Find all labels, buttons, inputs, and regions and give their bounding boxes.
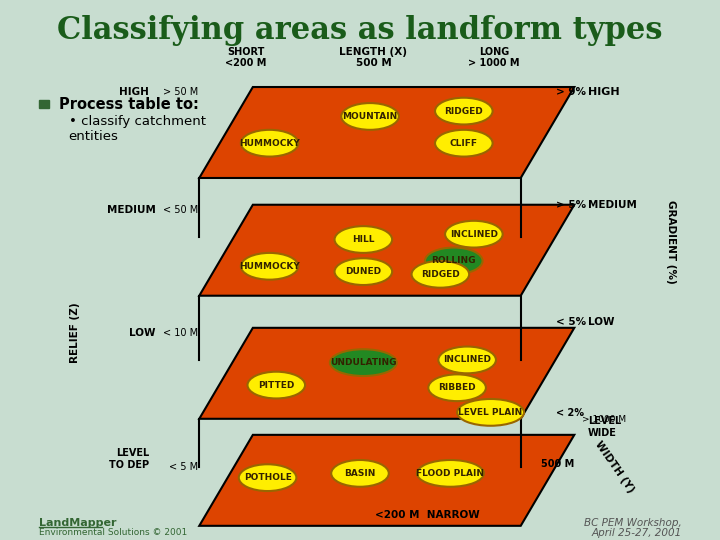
Ellipse shape <box>435 130 492 157</box>
Polygon shape <box>199 205 575 296</box>
Ellipse shape <box>335 258 392 285</box>
Text: RELIEF (Z): RELIEF (Z) <box>71 303 81 363</box>
Text: < 5 M: < 5 M <box>168 462 198 472</box>
Ellipse shape <box>330 349 397 376</box>
Text: > 50 M: > 50 M <box>163 87 198 97</box>
Bar <box>39 100 49 109</box>
Text: < 5%: < 5% <box>556 318 585 327</box>
Ellipse shape <box>457 399 524 426</box>
Text: RIBBED: RIBBED <box>438 383 476 392</box>
Ellipse shape <box>341 103 399 130</box>
Text: MEDIUM: MEDIUM <box>588 200 636 210</box>
Text: LONG
> 1000 M: LONG > 1000 M <box>468 47 520 69</box>
Text: LENGTH (X)
500 M: LENGTH (X) 500 M <box>339 47 408 69</box>
Text: CLIFF: CLIFF <box>450 139 478 148</box>
Ellipse shape <box>425 247 482 274</box>
Text: INCLINED: INCLINED <box>450 230 498 239</box>
Text: < 50 M: < 50 M <box>163 205 198 215</box>
Text: April 25-27, 2001: April 25-27, 2001 <box>591 528 681 538</box>
Ellipse shape <box>428 374 486 401</box>
Ellipse shape <box>240 253 298 280</box>
Ellipse shape <box>417 460 484 487</box>
Text: ROLLING: ROLLING <box>431 256 476 266</box>
Text: HIGH: HIGH <box>120 87 149 97</box>
Text: SHORT
<200 M: SHORT <200 M <box>225 47 267 69</box>
Polygon shape <box>199 328 575 419</box>
Text: PITTED: PITTED <box>258 381 294 389</box>
Text: MOUNTAIN: MOUNTAIN <box>343 112 397 121</box>
Text: Environmental Solutions © 2001: Environmental Solutions © 2001 <box>39 528 186 537</box>
Text: POTHOLE: POTHOLE <box>243 473 292 482</box>
Polygon shape <box>199 435 575 526</box>
Text: HIGH: HIGH <box>588 87 619 97</box>
Text: HUMMOCKY: HUMMOCKY <box>239 139 300 148</box>
Text: 500 M: 500 M <box>541 460 574 469</box>
Text: > 9%: > 9% <box>556 87 585 97</box>
Text: LOW: LOW <box>129 328 156 338</box>
Text: Classifying areas as landform types: Classifying areas as landform types <box>58 15 662 46</box>
Text: UNDULATING: UNDULATING <box>330 358 397 367</box>
Text: HILL: HILL <box>352 235 374 244</box>
Ellipse shape <box>240 130 298 157</box>
Ellipse shape <box>435 98 492 124</box>
Text: BC PEM Workshop,: BC PEM Workshop, <box>584 518 681 528</box>
Text: INCLINED: INCLINED <box>443 355 491 364</box>
Text: BASIN: BASIN <box>344 469 376 478</box>
Text: < 10 M: < 10 M <box>163 328 198 338</box>
Ellipse shape <box>438 347 496 373</box>
Text: > 1000 M: > 1000 M <box>582 415 626 424</box>
Text: LEVEL
TO DEP: LEVEL TO DEP <box>109 448 149 470</box>
Text: GRADIENT (%): GRADIENT (%) <box>667 200 676 284</box>
Ellipse shape <box>335 226 392 253</box>
Text: LEVEL PLAIN: LEVEL PLAIN <box>459 408 523 417</box>
Text: DUNED: DUNED <box>346 267 382 276</box>
Polygon shape <box>199 87 575 178</box>
Ellipse shape <box>445 221 503 247</box>
Text: RIDGED: RIDGED <box>444 106 483 116</box>
Text: LEVEL
WIDE: LEVEL WIDE <box>588 416 621 437</box>
Text: <200 M  NARROW: <200 M NARROW <box>374 510 480 520</box>
Text: FLOOD PLAIN: FLOOD PLAIN <box>416 469 485 478</box>
Text: • classify catchment
entities: • classify catchment entities <box>68 115 206 143</box>
Text: Process table to:: Process table to: <box>58 97 199 112</box>
Text: < 2%: < 2% <box>556 408 583 418</box>
Text: HUMMOCKY: HUMMOCKY <box>239 262 300 271</box>
Ellipse shape <box>331 460 389 487</box>
Ellipse shape <box>248 372 305 399</box>
Text: LOW: LOW <box>588 318 614 327</box>
Text: > 5%: > 5% <box>556 200 585 210</box>
Text: RIDGED: RIDGED <box>421 270 460 279</box>
Ellipse shape <box>412 261 469 288</box>
Text: WIDTH (Y): WIDTH (Y) <box>593 440 636 495</box>
Ellipse shape <box>239 464 297 491</box>
Text: LandMapper: LandMapper <box>39 518 116 528</box>
Text: MEDIUM: MEDIUM <box>107 205 156 215</box>
